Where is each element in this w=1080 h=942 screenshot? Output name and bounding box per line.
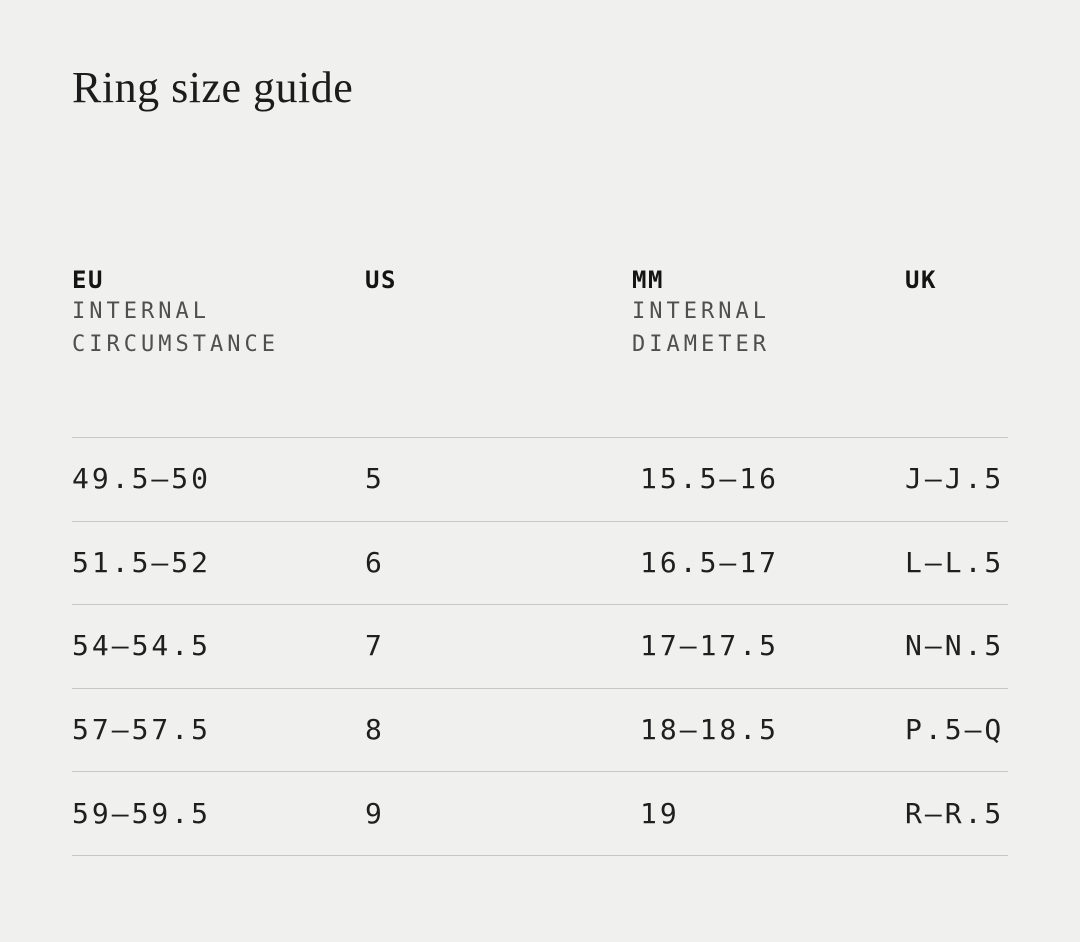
table-row: 51.5—52 6 16.5—17 L—L.5 xyxy=(72,520,1008,605)
table-header-row: EU INTERNAL CIRCUMSTANCE US MM INTERNAL … xyxy=(72,265,1008,437)
column-header-mm-label: MM xyxy=(632,266,664,294)
table-row: 59—59.5 9 19 R—R.5 xyxy=(72,771,1008,855)
column-header-uk-label: UK xyxy=(905,266,937,294)
table-row: 49.5—50 5 15.5—16 J—J.5 xyxy=(72,437,1008,521)
page-title: Ring size guide xyxy=(72,63,354,112)
column-header-us-label: US xyxy=(365,266,397,294)
table-body: 49.5—50 5 15.5—16 J—J.5 51.5—52 6 16.5—1… xyxy=(72,437,1008,856)
cell-eu: 57—57.5 xyxy=(72,713,212,747)
cell-uk: J—J.5 xyxy=(905,462,1005,496)
cell-us: 6 xyxy=(365,545,385,579)
cell-mm: 16.5—17 xyxy=(640,545,780,579)
column-header-uk: UK xyxy=(905,265,1008,295)
cell-mm: 17—17.5 xyxy=(640,629,780,663)
column-header-mm: MM INTERNAL DIAMETER xyxy=(632,265,905,361)
cell-us: 5 xyxy=(365,462,385,496)
column-header-us: US xyxy=(365,265,632,295)
cell-us: 9 xyxy=(365,796,385,830)
cell-uk: N—N.5 xyxy=(905,629,1005,663)
column-header-eu-label: EU xyxy=(72,266,104,294)
cell-eu: 51.5—52 xyxy=(72,545,212,579)
cell-us: 7 xyxy=(365,629,385,663)
cell-mm: 18—18.5 xyxy=(640,713,780,747)
column-header-eu-sublabel: INTERNAL CIRCUMSTANCE xyxy=(72,299,279,357)
table-row: 54—54.5 7 17—17.5 N—N.5 xyxy=(72,604,1008,688)
column-header-mm-sublabel: INTERNAL DIAMETER xyxy=(632,299,770,357)
cell-uk: L—L.5 xyxy=(905,545,1005,579)
cell-eu: 49.5—50 xyxy=(72,462,212,496)
cell-us: 8 xyxy=(365,713,385,747)
size-table: EU INTERNAL CIRCUMSTANCE US MM INTERNAL … xyxy=(72,265,1008,856)
table-row: 57—57.5 8 18—18.5 P.5—Q xyxy=(72,687,1008,772)
cell-uk: R—R.5 xyxy=(905,796,1005,830)
cell-eu: 54—54.5 xyxy=(72,629,212,663)
column-header-eu: EU INTERNAL CIRCUMSTANCE xyxy=(72,265,365,361)
cell-uk: P.5—Q xyxy=(905,713,1005,747)
cell-mm: 15.5—16 xyxy=(640,462,780,496)
cell-mm: 19 xyxy=(640,796,680,830)
cell-eu: 59—59.5 xyxy=(72,796,212,830)
